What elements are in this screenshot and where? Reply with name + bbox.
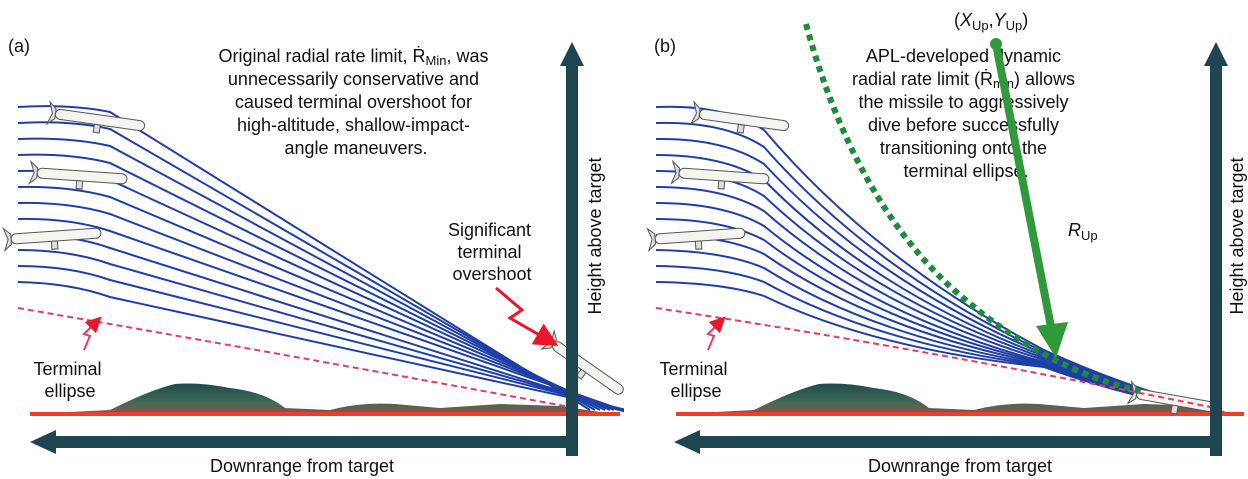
x-axis-arrowhead — [30, 430, 56, 454]
panel-b: (b) APL-developed dynamic radial rate li… — [624, 0, 1248, 479]
missile-icon — [45, 100, 146, 134]
x-axis-label: Downrange from target — [210, 456, 394, 476]
trajectory — [17, 137, 601, 411]
x-axis-label: Downrange from target — [868, 456, 1052, 476]
trajectory — [17, 217, 623, 411]
trajectory — [17, 249, 624, 412]
panel-label: (b) — [654, 36, 676, 56]
y-axis-arrowhead — [560, 42, 584, 66]
y-axis-shaft — [1210, 64, 1222, 456]
ellipse-pointer-icon — [706, 316, 726, 351]
terrain — [30, 383, 620, 416]
panel-label: (a) — [8, 36, 30, 56]
trajectory — [655, 186, 1217, 409]
trajectory — [655, 154, 1217, 409]
missile-icon — [646, 227, 746, 253]
y-axis-arrowhead — [1204, 42, 1228, 66]
y-axis-label: Height above target — [585, 157, 605, 314]
trajectory — [17, 105, 591, 411]
ellipse-label: Terminal ellipse — [659, 359, 732, 401]
range-vector-arrowhead — [1036, 322, 1068, 358]
ellipse-pointer-icon — [82, 316, 102, 351]
terminal-ellipse-line — [655, 307, 1221, 410]
panel-a: (a) Original radial rate limit, ṘMin, wa… — [2, 36, 624, 476]
range-label: RUp — [1068, 220, 1098, 243]
terminal-ellipse-line — [17, 307, 571, 408]
overshoot-arrow — [495, 286, 559, 347]
overshoot-callout: Significant terminal overshoot — [448, 220, 536, 284]
trajectory — [17, 153, 606, 411]
trajectory — [17, 201, 619, 411]
ellipse-label: Terminal ellipse — [33, 359, 106, 401]
terrain — [676, 383, 1234, 416]
up-point-label: (XUp,YUp) — [954, 10, 1028, 33]
y-axis-shaft — [566, 64, 578, 456]
range-vector-shaft — [992, 43, 1056, 333]
missile-icon — [2, 227, 102, 253]
y-axis-label: Height above target — [1227, 157, 1247, 314]
x-axis-shaft — [698, 436, 1214, 448]
dynamic-limit-curve — [803, 23, 1145, 395]
caption: APL-developed dynamic radial rate limit … — [852, 46, 1080, 181]
trajectory — [17, 185, 615, 411]
trajectory — [17, 281, 624, 411]
x-axis-arrowhead — [674, 430, 700, 454]
trajectory — [17, 265, 624, 411]
trajectory — [17, 121, 596, 411]
x-axis-shaft — [54, 436, 570, 448]
caption: Original radial rate limit, ṘMin, was un… — [218, 46, 493, 158]
missile-icon — [28, 159, 128, 190]
missile-icon — [689, 100, 790, 134]
missile-icon — [670, 159, 770, 190]
